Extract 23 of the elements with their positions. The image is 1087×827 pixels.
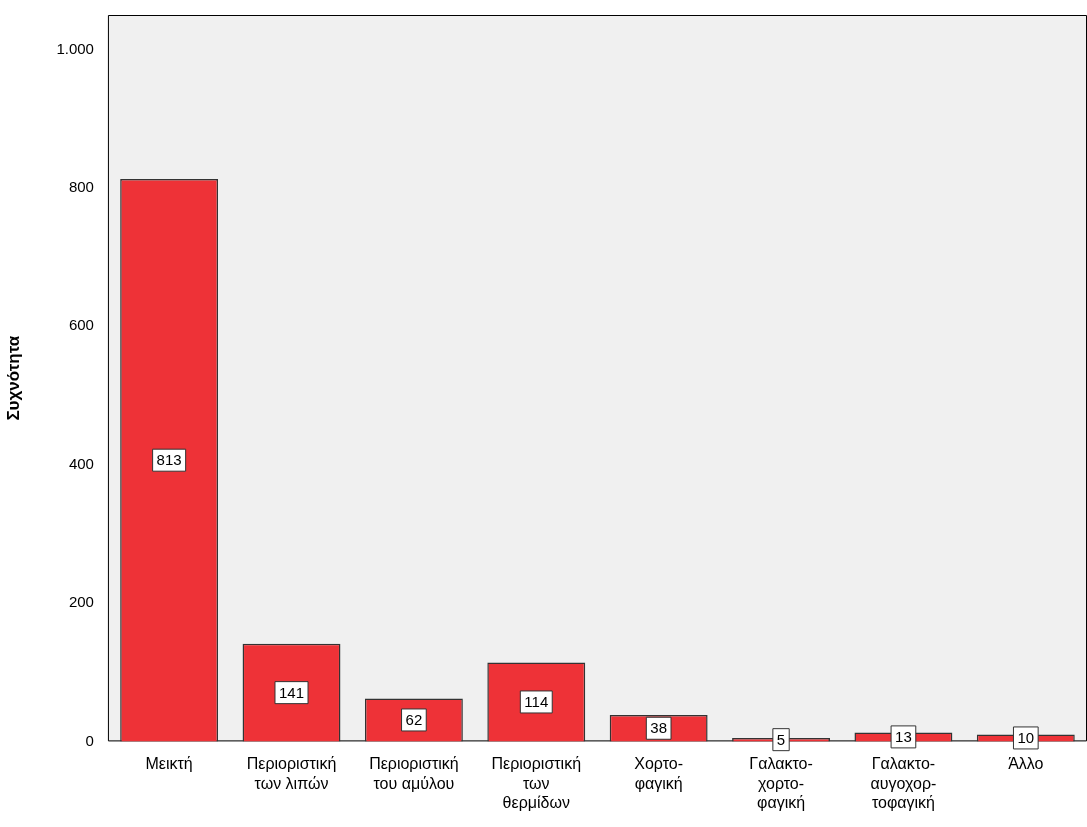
y-tick-label: 800 [68,178,94,196]
y-tick-label: 400 [68,454,94,472]
data-label: 13 [895,728,912,746]
x-tick-label: Γαλακτο- αυγοχορ- τοφαγική [870,755,937,811]
x-tick-label: Χορτο- φαγική [634,755,684,792]
data-label: 141 [279,683,305,701]
data-label: 813 [156,451,182,469]
data-label: 5 [776,730,786,748]
x-tick-label: Γαλακτο- χορτο- φαγική [749,755,813,811]
x-tick-label: Περιοριστική του αμύλου [369,755,459,792]
x-tick-label: Μεικτή [145,755,193,773]
data-label: 114 [524,693,549,711]
x-tick-label: Περιοριστική των θερμίδων [491,755,582,811]
y-tick-label: 200 [68,593,94,611]
x-tick-label: Περιοριστική των λιπών [246,755,337,792]
y-tick-label: 600 [68,316,94,334]
y-axis-title: Συχνότητα [3,335,23,421]
data-label: 38 [650,719,667,737]
data-label: 62 [405,711,423,729]
data-label: 10 [1017,729,1035,747]
x-tick-label: Άλλο [1008,755,1044,773]
y-tick-label: 1.000 [56,39,94,57]
y-tick-label: 0 [85,731,94,749]
